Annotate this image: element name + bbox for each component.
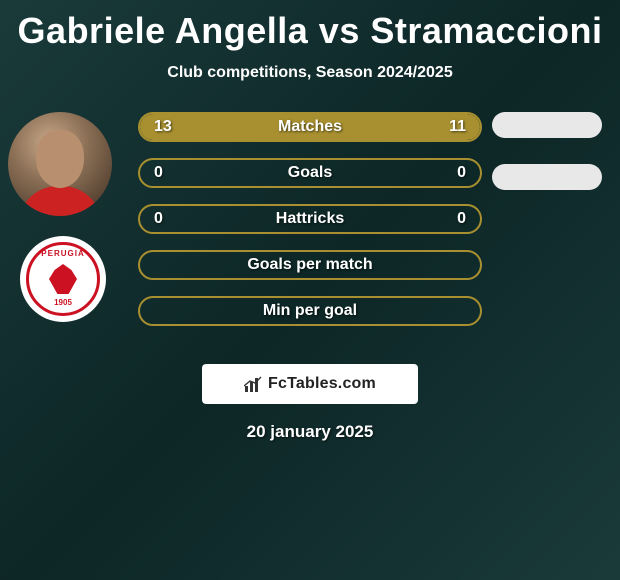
comparison-content: PERUGIA 1905 13 11 Matches 0 0 Goals 0 0 Hattric… bbox=[0, 112, 620, 352]
brand-text: FcTables.com bbox=[268, 375, 376, 393]
stat-row: Min per goal bbox=[138, 296, 482, 326]
player-avatar bbox=[8, 112, 112, 216]
stat-label: Goals per match bbox=[247, 256, 372, 274]
placeholder-pill bbox=[492, 112, 602, 138]
stat-left-value: 0 bbox=[154, 210, 163, 228]
club-badge-name: PERUGIA bbox=[41, 249, 84, 258]
club-badge-inner: PERUGIA 1905 bbox=[26, 242, 100, 316]
avatar-jersey bbox=[18, 186, 102, 216]
stat-bars: 13 11 Matches 0 0 Goals 0 0 Hattricks Goals per m… bbox=[138, 112, 482, 342]
bar-chart-icon bbox=[244, 376, 262, 392]
stat-label: Min per goal bbox=[263, 302, 357, 320]
stat-row: 0 0 Hattricks bbox=[138, 204, 482, 234]
stat-label: Goals bbox=[288, 164, 332, 182]
right-player-column bbox=[492, 112, 612, 190]
page-subtitle: Club competitions, Season 2024/2025 bbox=[0, 64, 620, 82]
page-title: Gabriele Angella vs Stramaccioni bbox=[0, 0, 620, 52]
stat-label: Matches bbox=[278, 118, 342, 136]
stat-left-value: 0 bbox=[154, 164, 163, 182]
stat-right-value: 0 bbox=[457, 210, 466, 228]
placeholder-pill bbox=[492, 164, 602, 190]
stat-right-value: 11 bbox=[449, 118, 466, 136]
stat-left-value: 13 bbox=[154, 118, 172, 136]
footer-date: 20 january 2025 bbox=[0, 422, 620, 442]
brand-badge: FcTables.com bbox=[202, 364, 418, 404]
left-player-column: PERUGIA 1905 bbox=[8, 112, 128, 322]
avatar-face bbox=[36, 130, 84, 188]
stat-row: 0 0 Goals bbox=[138, 158, 482, 188]
griffin-icon bbox=[49, 264, 77, 294]
stat-label: Hattricks bbox=[276, 210, 344, 228]
club-badge-year: 1905 bbox=[54, 298, 72, 307]
stat-row: Goals per match bbox=[138, 250, 482, 280]
stat-row: 13 11 Matches bbox=[138, 112, 482, 142]
stat-right-value: 0 bbox=[457, 164, 466, 182]
club-badge: PERUGIA 1905 bbox=[20, 236, 106, 322]
